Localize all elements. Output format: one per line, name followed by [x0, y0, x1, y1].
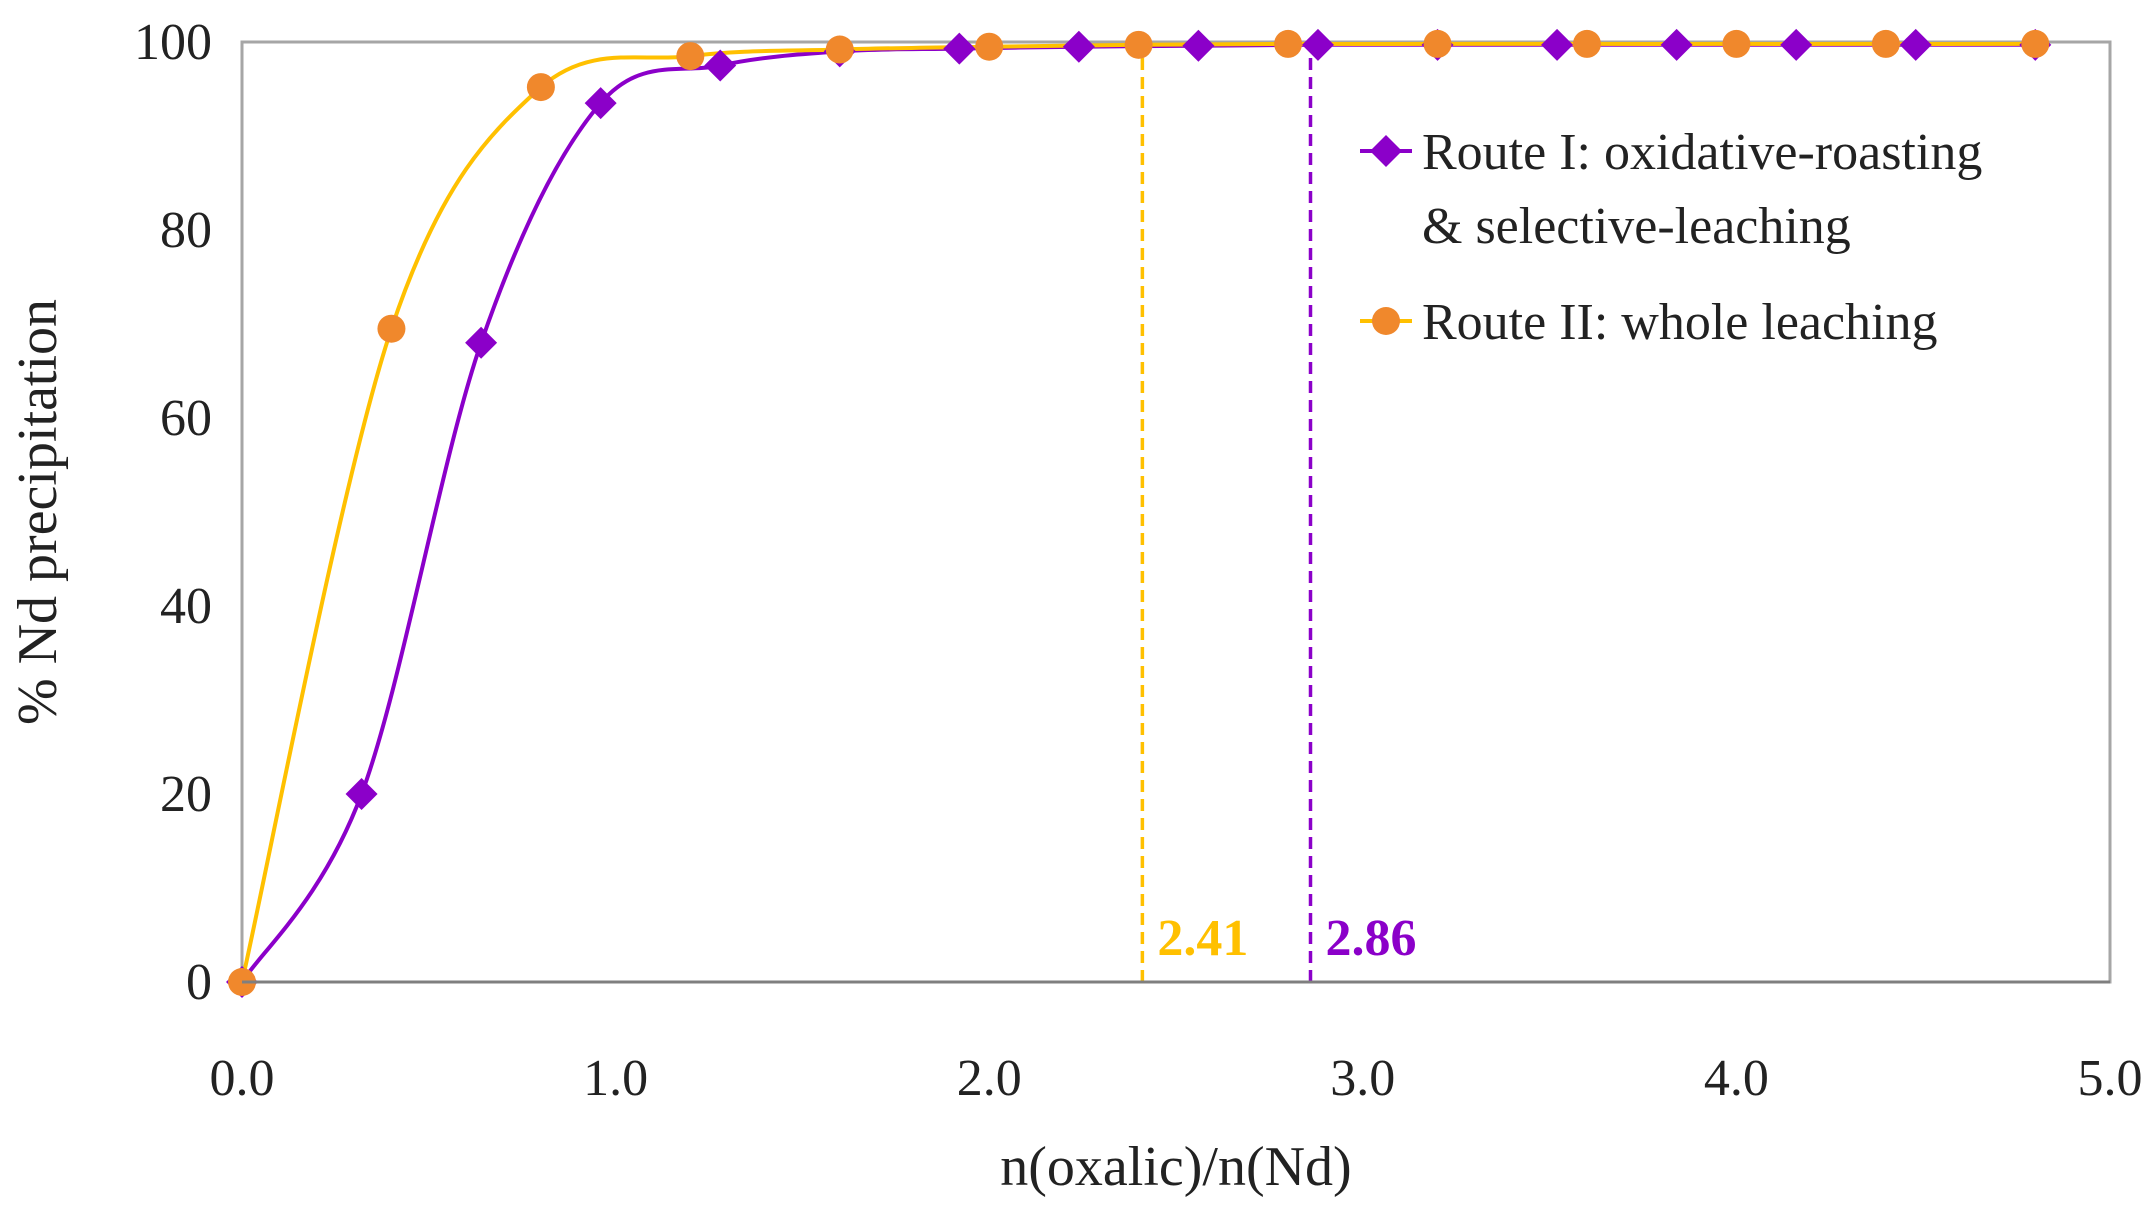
- y-axis-title: % Nd precipitation: [7, 299, 69, 725]
- data-point-circle: [1871, 29, 1900, 58]
- data-point-circle: [676, 42, 705, 71]
- x-tick-label: 4.0: [1704, 1050, 1769, 1107]
- y-tick-label: 60: [160, 390, 212, 447]
- legend-marker-diamond: [1370, 135, 1402, 167]
- data-point-diamond: [1301, 28, 1334, 61]
- data-point-diamond: [1062, 30, 1095, 63]
- data-point-diamond: [1541, 28, 1574, 61]
- data-point-diamond: [465, 326, 498, 359]
- y-tick-label: 0: [186, 954, 212, 1011]
- legend-label: Route I: oxidative-roasting: [1422, 124, 1982, 181]
- data-point-circle: [1274, 29, 1303, 58]
- data-point-diamond: [1899, 28, 1932, 61]
- annotation-label: 2.41: [1157, 910, 1248, 967]
- data-point-circle: [2021, 29, 2050, 58]
- y-tick-label: 80: [160, 202, 212, 259]
- series-layer: [226, 28, 2052, 998]
- x-tick-label: 5.0: [2078, 1050, 2143, 1107]
- data-point-circle: [1722, 29, 1751, 58]
- x-tick-label: 0.0: [210, 1050, 275, 1107]
- y-tick-label: 20: [160, 766, 212, 823]
- x-tick-label: 3.0: [1330, 1050, 1395, 1107]
- data-point-diamond: [704, 49, 737, 82]
- data-point-diamond: [943, 32, 976, 65]
- data-point-circle: [1572, 29, 1601, 58]
- series-line: [240, 41, 2036, 983]
- legend: Route I: oxidative-roasting & selective-l…: [1360, 124, 1982, 351]
- y-tick-label: 100: [134, 14, 212, 71]
- data-point-diamond: [345, 778, 378, 810]
- data-point-circle: [526, 73, 555, 102]
- annotation-layer: 2.41 2.86: [1140, 42, 1416, 982]
- annotation-label: 2.86: [1325, 910, 1416, 967]
- data-point-diamond: [1182, 29, 1215, 62]
- data-point-diamond: [1660, 28, 1693, 61]
- plot-area: [240, 40, 2112, 984]
- x-tick-label: 2.0: [957, 1050, 1022, 1107]
- data-point-circle: [1423, 29, 1452, 58]
- y-tick-labels: 0 20 40 60 80 100: [134, 14, 212, 1011]
- legend-label: & selective-leaching: [1422, 198, 1851, 255]
- x-tick-label: 1.0: [583, 1050, 648, 1107]
- y-tick-label: 40: [160, 578, 212, 635]
- data-point-circle: [1124, 30, 1153, 59]
- x-tick-labels: 0.0 1.0 2.0 3.0 4.0 5.0: [210, 1050, 2143, 1107]
- data-point-circle: [825, 35, 854, 64]
- data-point-diamond: [584, 87, 617, 120]
- x-axis-title: n(oxalic)/n(Nd): [1000, 1136, 1351, 1198]
- data-point-diamond: [1780, 28, 1813, 61]
- data-point-circle: [377, 314, 406, 343]
- legend-label: Route II: whole leaching: [1422, 294, 1938, 351]
- legend-marker-circle: [1372, 307, 1400, 335]
- data-point-circle: [975, 32, 1004, 61]
